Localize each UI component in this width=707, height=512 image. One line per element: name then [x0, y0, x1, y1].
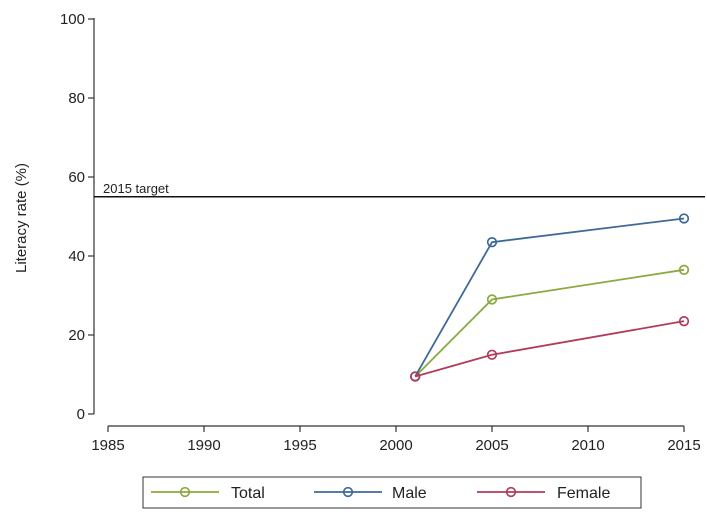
- legend-marker-total: [179, 486, 191, 498]
- legend-box: [142, 476, 642, 509]
- y-tick-label: 100: [60, 11, 85, 28]
- legend-marker-male: [342, 486, 354, 498]
- reference-line-label: 2015 target: [103, 181, 169, 196]
- x-tick-label: 2005: [475, 437, 508, 454]
- y-tick-label: 20: [68, 327, 85, 344]
- x-tick-label: 2000: [379, 437, 412, 454]
- y-axis-ticks: 0 20 40 60 80 100: [60, 11, 94, 423]
- data-point-female: [678, 316, 690, 327]
- x-tick-label: 1990: [187, 437, 220, 454]
- data-point-female: [486, 349, 498, 360]
- y-tick-label: 40: [68, 248, 85, 265]
- series-line-total: [414, 268, 685, 378]
- x-tick-label: 2015: [667, 437, 700, 454]
- legend-label-total: Total: [231, 485, 265, 502]
- data-point-total: [678, 264, 690, 275]
- series-group: [410, 213, 690, 382]
- legend-marker-female: [505, 486, 517, 498]
- y-tick-label: 60: [68, 169, 85, 186]
- y-tick-label: 80: [68, 90, 85, 107]
- x-tick-label: 1985: [91, 437, 124, 454]
- series-line-female: [414, 320, 685, 378]
- y-axis-title: Literacy rate (%): [13, 163, 30, 273]
- x-tick-label: 1995: [283, 437, 316, 454]
- reference-line-group: 2015 target: [94, 181, 705, 198]
- data-point-male: [486, 237, 498, 248]
- series-line-male: [414, 217, 685, 377]
- data-point-total: [486, 294, 498, 305]
- legend-label-male: Male: [392, 485, 427, 502]
- x-tick-label: 2010: [571, 437, 604, 454]
- legend: Total Male Female: [142, 476, 642, 509]
- data-point-male: [678, 213, 690, 224]
- y-tick-label: 0: [77, 406, 85, 423]
- x-axis-ticks: 1985 1990 1995 2000 2005 2010 2015: [91, 426, 701, 454]
- legend-label-female: Female: [557, 485, 610, 502]
- data-point-female: [410, 371, 421, 382]
